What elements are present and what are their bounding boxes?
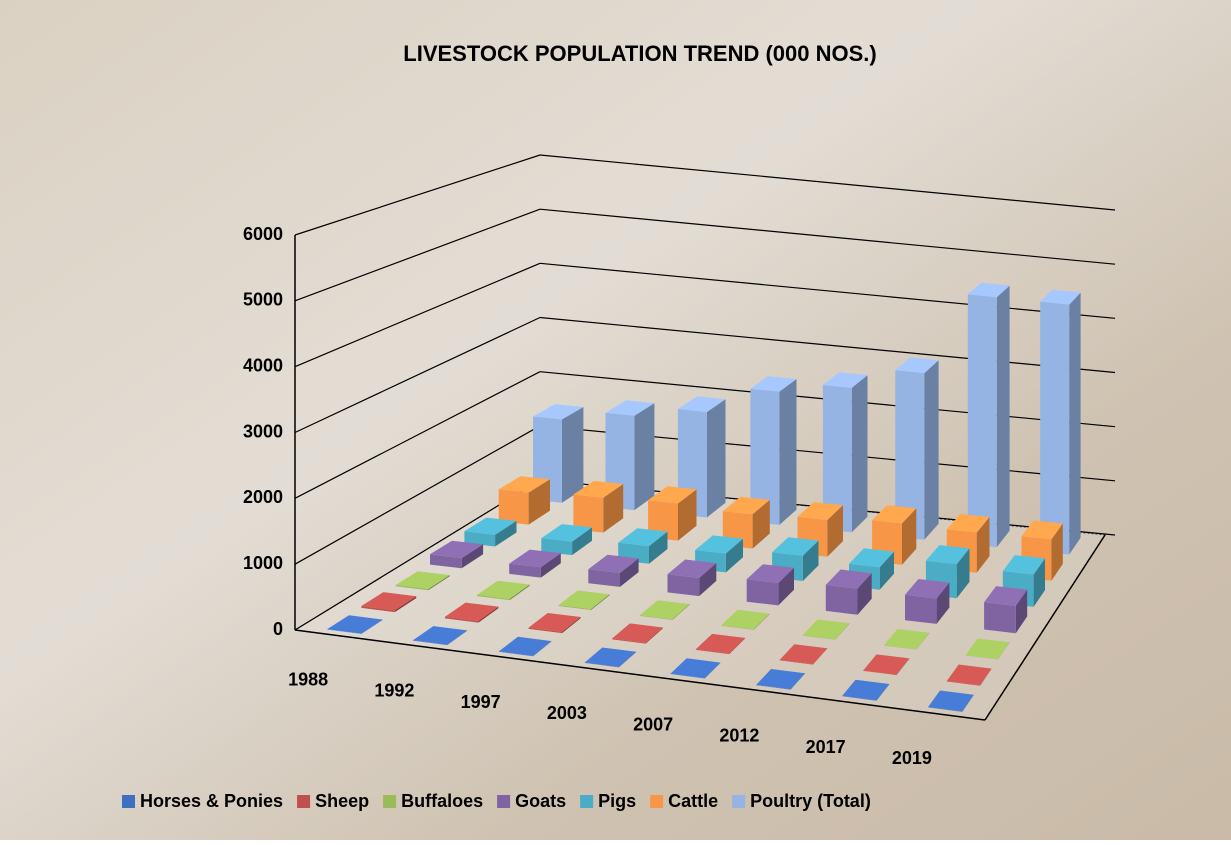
x-tick-label: 2012 [719, 726, 759, 746]
legend-swatch [497, 795, 510, 808]
bar-side [1069, 293, 1080, 555]
legend-swatch [732, 795, 745, 808]
bar-side [562, 407, 583, 503]
bar-side [852, 375, 868, 532]
bar-side [779, 379, 796, 525]
x-tick-label: 2017 [806, 737, 846, 757]
chart-title: LIVESTOCK POPULATION TREND (000 NOS.) [403, 41, 876, 66]
legend-label: Sheep [315, 791, 369, 811]
x-tick-label: 1988 [288, 669, 328, 689]
bar-side [707, 399, 726, 517]
bar-front [826, 585, 858, 615]
legend-label: Pigs [598, 791, 636, 811]
legend-label: Horses & Ponies [140, 791, 283, 811]
y-tick-label: 3000 [243, 421, 283, 441]
legend-swatch [383, 795, 396, 808]
y-tick-label: 5000 [243, 290, 283, 310]
bar-front [905, 595, 937, 624]
bar [1040, 290, 1080, 555]
legend-swatch [650, 795, 663, 808]
y-tick-label: 6000 [243, 224, 283, 244]
bar-front [984, 602, 1016, 633]
y-tick-label: 0 [273, 619, 283, 639]
x-tick-label: 1992 [374, 681, 414, 701]
x-tick-label: 1997 [461, 692, 501, 712]
x-tick-label: 2019 [892, 748, 932, 768]
legend-swatch [297, 795, 310, 808]
legend-label: Buffaloes [401, 791, 483, 811]
x-tick-label: 2003 [547, 703, 587, 723]
bar-side [924, 360, 938, 539]
y-tick-label: 1000 [243, 553, 283, 573]
bar-front [499, 489, 529, 524]
bar-front [668, 574, 700, 596]
y-tick-label: 2000 [243, 487, 283, 507]
legend-label: Cattle [668, 791, 718, 811]
bar-side [997, 286, 1010, 547]
legend-swatch [122, 795, 135, 808]
bar-front [968, 294, 997, 547]
y-tick-label: 4000 [243, 355, 283, 375]
legend-label: Poultry (Total) [750, 791, 871, 811]
x-tick-label: 2007 [633, 714, 673, 734]
bar [968, 283, 1010, 547]
bar-front [1040, 302, 1069, 555]
legend-label: Goats [515, 791, 566, 811]
bar-side [635, 403, 655, 510]
legend-swatch [580, 795, 593, 808]
chart: LIVESTOCK POPULATION TREND (000 NOS.) 0 1… [0, 0, 1231, 840]
bar-front [747, 579, 779, 605]
